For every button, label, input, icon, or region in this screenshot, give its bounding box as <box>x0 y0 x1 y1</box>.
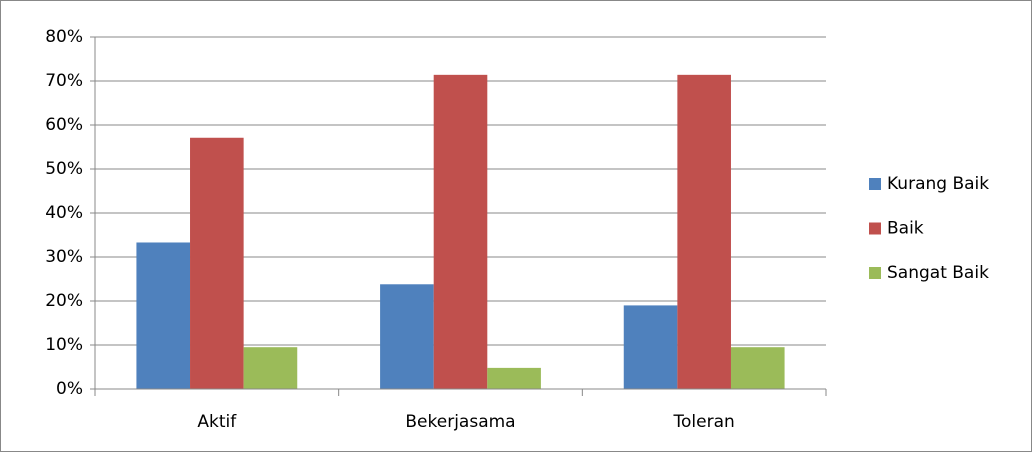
bar <box>136 242 191 389</box>
y-tick-label: 60% <box>45 115 83 135</box>
x-tick-label: Toleran <box>673 412 735 432</box>
y-tick-label: 70% <box>45 71 83 91</box>
bar <box>677 74 731 389</box>
x-tick-label: Aktif <box>197 412 237 432</box>
legend-label: Sangat Baik <box>887 263 989 283</box>
y-tick-label: 40% <box>45 203 83 223</box>
bar <box>433 74 488 389</box>
bar <box>730 347 785 389</box>
bar <box>623 305 678 389</box>
bar <box>190 137 244 389</box>
y-tick-label: 30% <box>45 247 83 267</box>
bar <box>487 367 541 389</box>
legend-label: Kurang Baik <box>887 174 989 194</box>
bar <box>243 347 298 389</box>
y-tick-label: 0% <box>56 379 83 399</box>
y-tick-label: 50% <box>45 159 83 179</box>
y-tick-label: 10% <box>45 335 83 355</box>
y-tick-label: 20% <box>45 291 83 311</box>
x-tick-label: Bekerjasama <box>405 412 515 432</box>
y-tick-label: 80% <box>45 27 83 47</box>
legend-swatch <box>869 267 881 279</box>
legend-label: Baik <box>887 219 924 239</box>
legend-swatch <box>869 222 881 235</box>
legend-swatch <box>869 178 881 190</box>
bar <box>380 284 434 389</box>
